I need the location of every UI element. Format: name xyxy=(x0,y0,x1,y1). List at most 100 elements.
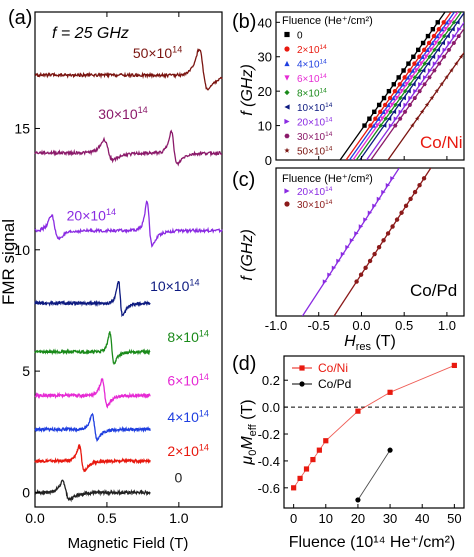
data-marker xyxy=(384,109,390,115)
legend-marker xyxy=(284,133,290,139)
data-marker xyxy=(378,123,383,128)
data-marker xyxy=(410,123,415,128)
data-marker xyxy=(437,40,442,46)
data-marker xyxy=(397,116,403,121)
data-marker xyxy=(450,27,455,32)
curve-label: 0 xyxy=(175,470,183,486)
data-marker xyxy=(412,61,417,66)
y-tick-label: -0.4 xyxy=(258,454,280,469)
y-tick-label: 30 xyxy=(258,50,272,65)
data-marker xyxy=(425,61,431,66)
data-marker xyxy=(398,95,403,101)
legend-title: Fluence (He⁺/cm²) xyxy=(282,15,373,27)
data-marker xyxy=(446,47,452,52)
data-marker xyxy=(458,54,464,59)
panel-c-material-label: Co/Pd xyxy=(410,281,457,300)
data-marker xyxy=(412,189,418,195)
data-marker xyxy=(375,123,380,128)
data-marker xyxy=(381,189,386,195)
legend-entry: 2×1014 xyxy=(297,44,327,56)
data-marker xyxy=(354,231,359,236)
data-marker xyxy=(392,88,398,94)
data-marker xyxy=(451,41,457,45)
data-point xyxy=(355,497,361,503)
panel-b: 0 10 20 30 40 Fluence (He⁺/cm²) 0 2×1014 4×1014… xyxy=(232,11,465,168)
data-marker xyxy=(417,183,422,188)
panel-a-label: (a) xyxy=(8,7,32,29)
panel-c-label: (c) xyxy=(232,169,255,191)
data-marker xyxy=(393,102,398,108)
legend-entry: 20×1014 xyxy=(297,186,333,198)
data-marker xyxy=(425,33,431,39)
data-marker xyxy=(408,196,413,202)
data-marker xyxy=(367,116,372,121)
data-marker xyxy=(414,116,420,121)
data-marker xyxy=(422,47,427,53)
data-marker xyxy=(425,47,430,53)
panel-b-frame xyxy=(275,11,465,161)
curve-label: 50×1014 xyxy=(133,45,182,62)
fmr-curve-2 xyxy=(34,443,151,473)
data-marker xyxy=(430,40,435,46)
data-marker xyxy=(402,88,408,94)
data-marker xyxy=(441,54,447,59)
data-marker xyxy=(432,47,437,53)
data-marker xyxy=(456,34,461,38)
data-marker xyxy=(421,176,427,181)
data-marker xyxy=(396,88,401,94)
legend-entry: Co/Ni xyxy=(318,361,348,375)
legend-entry: 6×1014 xyxy=(297,73,327,85)
x-tick-label: 40 xyxy=(415,511,429,526)
data-marker xyxy=(417,68,423,73)
data-marker xyxy=(441,20,446,25)
data-marker xyxy=(432,61,438,66)
data-point xyxy=(355,408,361,414)
y-tick-label: 0.2 xyxy=(262,373,280,388)
data-marker xyxy=(427,75,432,80)
data-marker xyxy=(439,81,444,87)
data-marker xyxy=(420,40,426,46)
data-marker xyxy=(376,102,382,108)
y-tick-label: 10 xyxy=(258,119,272,134)
data-marker xyxy=(444,74,449,80)
data-marker xyxy=(394,217,400,222)
data-marker xyxy=(404,82,409,87)
fmr-curve-4 xyxy=(34,377,151,409)
legend-entry: 50×1014 xyxy=(297,146,333,158)
data-marker xyxy=(385,183,391,188)
y-tick-label: 20 xyxy=(258,84,272,99)
data-marker xyxy=(340,251,346,257)
curve-label: 20×1014 xyxy=(67,207,116,224)
data-point xyxy=(303,466,310,472)
panel-a-ticks: 0.0 0.5 1.0 0 5 10 15 xyxy=(14,12,189,526)
data-marker xyxy=(443,27,448,32)
panel-d-frame xyxy=(283,355,465,509)
legend-entry: 10×1014 xyxy=(297,102,333,114)
data-marker xyxy=(457,27,462,32)
data-marker xyxy=(435,33,440,39)
data-marker xyxy=(417,54,422,59)
curve-label: 30×1014 xyxy=(98,105,147,122)
data-point xyxy=(387,447,393,453)
panel-c-lines xyxy=(301,168,432,316)
data-marker xyxy=(391,95,396,101)
data-marker xyxy=(403,102,408,108)
data-marker xyxy=(331,265,337,271)
data-marker xyxy=(421,68,426,73)
legend-entry: 4×1014 xyxy=(297,59,327,71)
data-marker xyxy=(436,27,442,32)
panel-a-frame xyxy=(34,11,223,508)
data-marker xyxy=(407,68,412,73)
x-tick-label: 20 xyxy=(351,511,365,526)
data-marker xyxy=(391,109,397,115)
data-marker xyxy=(362,123,367,128)
x-tick-label: -0.5 xyxy=(308,318,330,333)
data-marker xyxy=(446,27,452,32)
x-tick-label: 0 xyxy=(290,511,297,526)
legend-entry: 30×1014 xyxy=(297,131,333,143)
panel-c-frame xyxy=(275,167,465,317)
data-marker xyxy=(417,89,422,94)
x-tick-label: 1.0 xyxy=(169,510,189,526)
data-marker xyxy=(376,244,382,250)
